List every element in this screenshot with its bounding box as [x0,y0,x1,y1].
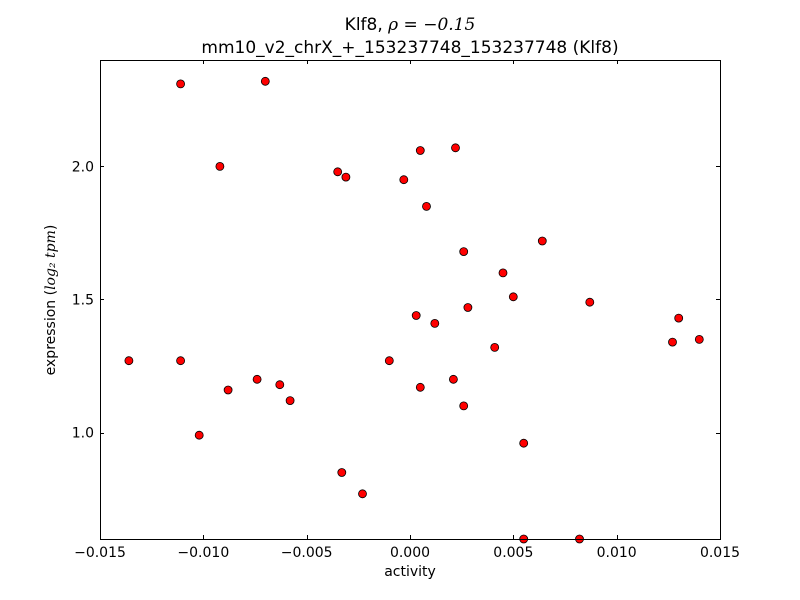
data-point [252,374,262,384]
x-tick-label: 0.015 [700,545,740,561]
data-point [415,146,425,155]
data-points [124,76,704,544]
x-tick-label: 0.010 [597,545,637,561]
axis-ticks: −0.015 −0.010 −0.005 0.000 0.005 0.010 0.015 1.… [72,60,740,561]
data-point [194,430,204,440]
data-point [537,236,547,246]
data-point [430,318,440,328]
data-point [124,356,134,366]
data-point [384,356,394,366]
y-axis-label-suffix: ) [43,225,59,230]
data-point [358,489,367,499]
data-point [448,374,458,384]
data-point [415,382,425,392]
data-point [399,175,409,185]
data-point [668,337,677,347]
chart-title-line1: Klf8, ρ = −0.15 [345,15,476,35]
data-point [411,311,421,320]
data-point [337,468,347,477]
data-point [285,396,295,406]
data-point [215,161,225,171]
data-point [176,79,186,89]
data-point [275,380,285,390]
data-point [451,143,460,153]
data-point [260,76,270,86]
x-tick-label: −0.015 [74,545,126,561]
plot-area-frame [100,60,721,540]
y-tick-label: 1.0 [72,426,94,442]
data-point [459,247,469,257]
x-tick-label: −0.005 [281,545,333,561]
x-tick-label: 0.000 [390,545,430,561]
data-point [422,201,431,211]
chart-title-line2: mm10_v2_chrX_+_153237748_153237748 (Klf8… [201,38,618,58]
x-tick-label: −0.010 [177,545,229,561]
data-point [674,313,684,323]
y-axis-label-prefix: expression ( [43,290,59,375]
data-point [508,292,518,302]
data-point [463,303,473,312]
data-point [490,342,500,352]
data-point [498,268,508,278]
chart-title-math: ρ = −0.15 [387,15,475,35]
data-point [459,401,469,411]
y-tick-label: 1.5 [72,293,94,309]
data-point [585,297,595,307]
data-point [176,356,186,366]
y-tick-label: 2.0 [72,159,94,175]
data-point [333,167,343,177]
y-axis-label: expression (log₂ tpm) [43,225,59,376]
x-axis-label: activity [384,564,436,580]
data-point [694,334,704,344]
chart-title-prefix: Klf8, [345,15,388,35]
x-tick-label: 0.005 [493,545,533,561]
y-axis-label-math: log₂ tpm [43,230,59,290]
data-point [223,385,233,395]
data-point [519,438,529,448]
data-point [341,172,351,182]
